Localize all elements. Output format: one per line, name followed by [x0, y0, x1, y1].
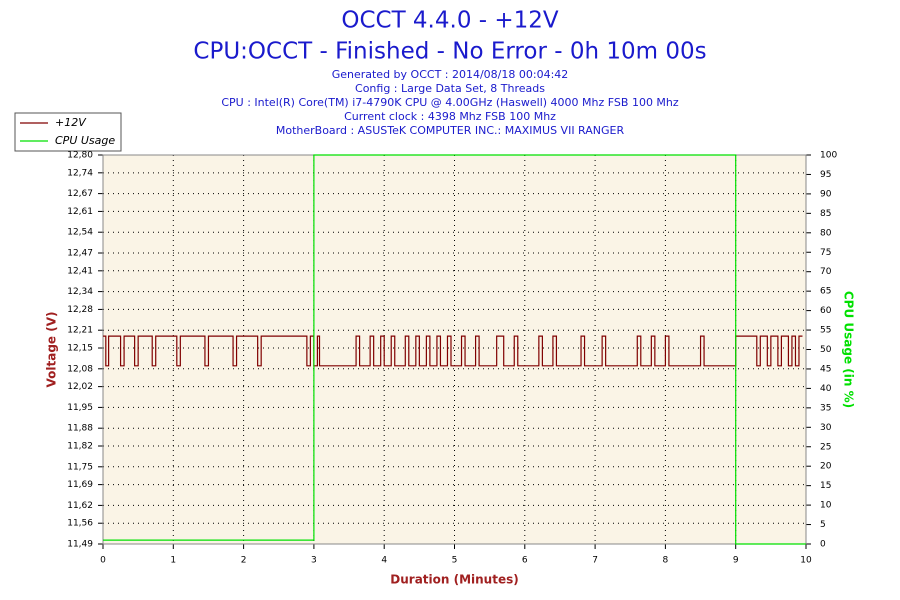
- info-line: Generated by OCCT : 2014/08/18 00:04:42: [332, 68, 569, 81]
- y2-tick-label: 85: [820, 209, 831, 219]
- y2-tick-label: 40: [820, 384, 832, 394]
- series-line: [103, 154, 806, 545]
- plot-area: [103, 155, 806, 544]
- y2-tick-label: 15: [820, 481, 831, 491]
- y-tick-label: 11,69: [67, 480, 93, 490]
- y-tick-label: 12,47: [67, 248, 93, 258]
- y-tick-label: 11,75: [67, 462, 93, 472]
- y2-tick-label: 30: [820, 423, 832, 433]
- y2-tick-label: 35: [820, 403, 831, 413]
- y-tick-label: 11,82: [67, 442, 93, 452]
- y2-tick-label: 90: [820, 189, 832, 199]
- y2-tick-label: 45: [820, 364, 831, 374]
- x-tick-label: 1: [170, 556, 176, 566]
- legend-label: CPU Usage: [55, 134, 115, 147]
- y2-tick-label: 70: [820, 267, 832, 277]
- chart-title: OCCT 4.4.0 - +12V: [341, 8, 559, 34]
- y-tick-label: 12,08: [67, 364, 93, 374]
- x-tick-label: 9: [733, 556, 739, 566]
- y2-tick-label: 75: [820, 248, 831, 258]
- x-tick-label: 7: [592, 556, 598, 566]
- y2-tick-label: 60: [820, 306, 832, 316]
- y-axis-label: Voltage (V): [45, 312, 59, 388]
- y2-tick-label: 50: [820, 345, 832, 355]
- y2-tick-label: 80: [820, 228, 832, 238]
- info-line: Config : Large Data Set, 8 Threads: [355, 82, 545, 95]
- legend: [14, 112, 122, 152]
- y2-tick-label: 95: [820, 170, 831, 180]
- y-tick-label: 12,02: [67, 382, 93, 392]
- y-tick-label: 12,41: [67, 266, 93, 276]
- x-tick-label: 10: [800, 556, 812, 566]
- y-tick-label: 12,80: [67, 151, 93, 161]
- y-tick-label: 11,95: [67, 403, 93, 413]
- y-tick-label: 12,21: [67, 326, 93, 336]
- y2-tick-label: 100: [820, 151, 837, 161]
- x-tick-label: 8: [663, 556, 669, 566]
- legend-label: +12V: [55, 116, 87, 129]
- chart-subtitle: CPU:OCCT - Finished - No Error - 0h 10m …: [193, 39, 706, 65]
- x-axis-label: Duration (Minutes): [390, 573, 518, 587]
- y2-axis-label: CPU Usage (in %): [842, 291, 856, 408]
- y-tick-label: 12,74: [67, 168, 93, 178]
- y-tick-label: 12,67: [67, 189, 93, 199]
- x-tick-label: 3: [311, 556, 317, 566]
- y-tick-label: 11,88: [67, 424, 93, 434]
- y-tick-label: 12,54: [67, 228, 93, 238]
- y-tick-label: 12,61: [67, 207, 93, 217]
- x-tick-label: 2: [241, 556, 247, 566]
- info-line: MotherBoard : ASUSTeK COMPUTER INC.: MAX…: [276, 124, 625, 137]
- y-tick-label: 12,34: [67, 287, 93, 297]
- x-tick-label: 6: [522, 556, 528, 566]
- x-tick-label: 0: [100, 556, 106, 566]
- y2-tick-label: 25: [820, 442, 831, 452]
- y-tick-label: 12,15: [67, 344, 93, 354]
- y2-tick-label: 55: [820, 326, 831, 336]
- y2-tick-label: 5: [820, 520, 826, 530]
- y2-tick-label: 0: [820, 540, 826, 550]
- y-tick-label: 12,28: [67, 305, 93, 315]
- y2-tick-label: 10: [820, 501, 832, 511]
- series-line: [103, 335, 803, 367]
- info-line: CPU : Intel(R) Core(TM) i7-4790K CPU @ 4…: [221, 96, 679, 109]
- y-tick-label: 11,56: [67, 519, 93, 529]
- y2-tick-label: 65: [820, 287, 831, 297]
- x-tick-label: 5: [452, 556, 458, 566]
- y-tick-label: 11,62: [67, 501, 93, 511]
- y-tick-label: 11,49: [67, 540, 93, 550]
- x-tick-label: 4: [381, 556, 387, 566]
- y2-tick-label: 20: [820, 462, 832, 472]
- info-line: Current clock : 4398 Mhz FSB 100 Mhz: [344, 110, 556, 123]
